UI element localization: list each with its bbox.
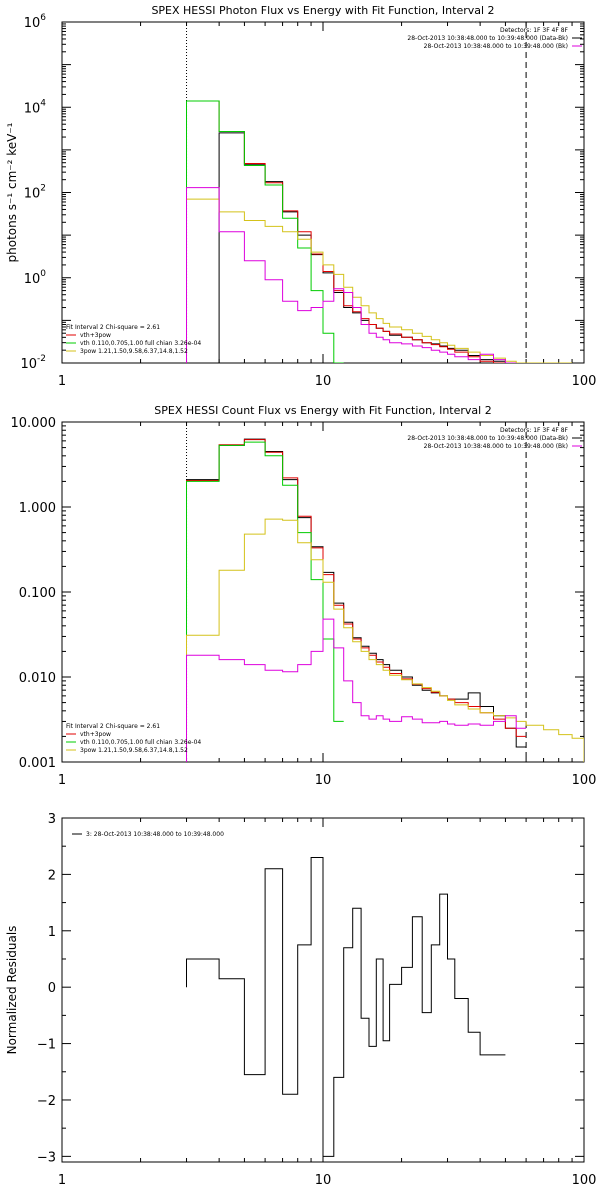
legend-entry: vth 0.110,0.705,1.00 full chian 3.26e-04 (80, 739, 201, 746)
y-tick-label: 10-2 (20, 354, 46, 372)
x-tick-label: 10 (315, 773, 332, 788)
y-tick-base: 10 (24, 16, 41, 31)
series-vth (186, 100, 344, 363)
y-tick-label: 102 (24, 184, 46, 202)
y-tick-label: 0 (48, 981, 56, 996)
y-tick-base: 0 (48, 981, 56, 996)
y-tick-exponent: 2 (40, 184, 46, 194)
y-tick-exponent: -2 (37, 354, 46, 364)
y-tick-label: 0.001 (19, 756, 56, 771)
y-tick-base: 0.001 (19, 756, 56, 771)
y-tick-label: −3 (37, 1150, 56, 1165)
series-background (186, 618, 527, 762)
y-tick-label: 100 (24, 269, 47, 287)
chart-title: SPEX HESSI Count Flux vs Energy with Fit… (154, 404, 491, 417)
count-flux-panel: SPEX HESSI Count Flux vs Energy with Fit… (11, 404, 597, 788)
legend-entry: 28-Oct-2013 10:38:48.000 to 10:39:48.000… (407, 35, 568, 42)
y-tick-exponent: 0 (40, 269, 46, 279)
legend-entry: vth 0.110,0.705,1.00 full chian 3.26e-04 (80, 340, 201, 347)
y-tick-base: −1 (37, 1038, 56, 1053)
series-total (186, 438, 527, 762)
y-tick-base: −3 (37, 1150, 56, 1165)
y-tick-label: 3 (48, 812, 56, 827)
legend-entry: 28-Oct-2013 10:38:48.000 to 10:39:48.000… (424, 43, 568, 50)
x-tick-label: 1 (58, 374, 66, 389)
y-tick-label: 0.010 (19, 671, 56, 686)
y-tick-label: 1 (48, 925, 56, 940)
legend-entry: 28-Oct-2013 10:38:48.000 to 10:39:48.000… (407, 435, 568, 442)
legend-entry: vth+3pow (80, 731, 111, 738)
photon-flux-panel: SPEX HESSI Photon Flux vs Energy with Fi… (5, 4, 596, 389)
series-total (218, 132, 517, 363)
legend-entry: vth+3pow (80, 332, 111, 339)
y-tick-exponent: 6 (40, 13, 46, 23)
x-tick-label: 1 (58, 1173, 66, 1188)
series-3pow (186, 198, 573, 363)
x-tick-label: 1 (58, 773, 66, 788)
y-axis-label: Normalized Residuals (5, 926, 19, 1055)
y-tick-base: 10 (24, 272, 41, 287)
legend-entry: Fit Interval 2 Chi-square = 2.61 (66, 723, 160, 730)
y-tick-exponent: 4 (40, 98, 46, 108)
y-tick-base: 1.000 (19, 501, 56, 516)
series-vth-3pow (186, 439, 527, 762)
y-tick-label: 104 (24, 98, 47, 116)
y-tick-label: −1 (37, 1038, 56, 1053)
y-tick-label: 1.000 (19, 501, 56, 516)
y-tick-label: −2 (37, 1094, 56, 1109)
x-tick-label: 100 (572, 773, 597, 788)
legend-entry: 3pow 1.21,1.50,9.58,6.37,14.8,1.52 (80, 747, 188, 754)
legend-entry: 3: 28-Oct-2013 10:38:48.000 to 10:39:48.… (86, 831, 224, 838)
series-3pow (186, 518, 584, 762)
chart-title: SPEX HESSI Photon Flux vs Energy with Fi… (151, 4, 494, 17)
series-background (186, 187, 517, 363)
x-tick-label: 100 (572, 374, 597, 389)
x-tick-label: 10 (315, 374, 332, 389)
legend-entry: Detectors: 1F 3F 4F 8F (500, 27, 569, 34)
y-tick-base: 10 (20, 357, 37, 372)
legend-entry: Fit Interval 2 Chi-square = 2.61 (66, 324, 160, 331)
y-tick-base: 10 (24, 187, 41, 202)
y-tick-base: 10.000 (11, 416, 57, 431)
y-tick-base: 2 (48, 868, 56, 883)
y-tick-label: 10.000 (11, 416, 57, 431)
y-tick-base: 0.100 (19, 586, 56, 601)
y-tick-base: −2 (37, 1094, 56, 1109)
legend-entry: 28-Oct-2013 10:38:48.000 to 10:39:48.000… (424, 443, 568, 450)
y-tick-base: 0.010 (19, 671, 56, 686)
series-residuals (186, 857, 506, 1157)
y-tick-base: 10 (24, 101, 41, 116)
y-tick-label: 2 (48, 868, 56, 883)
legend-entry: Detectors: 1F 3F 4F 8F (500, 427, 569, 434)
y-axis-label: photons s⁻¹ cm⁻² keV⁻¹ (5, 122, 19, 262)
y-tick-label: 0.100 (19, 586, 56, 601)
x-tick-label: 100 (572, 1173, 597, 1188)
y-tick-base: 3 (48, 812, 56, 827)
x-tick-label: 10 (315, 1173, 332, 1188)
y-tick-base: 1 (48, 925, 56, 940)
legend-entry: 3pow 1.21,1.50,9.58,6.37,14.8,1.52 (80, 348, 188, 355)
series-vth (186, 441, 344, 762)
y-tick-label: 106 (24, 13, 47, 31)
residuals-panel: Normalized Residuals 1 10 100 −3 −2 −1 0 1 2 3 3: 2… (5, 812, 596, 1188)
